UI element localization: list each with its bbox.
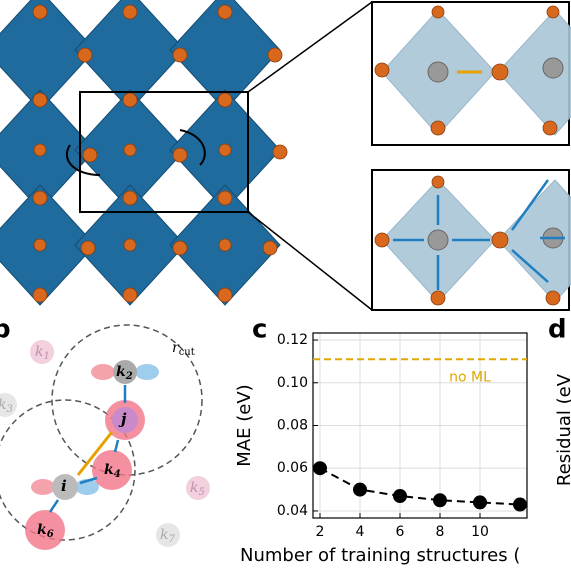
node-label: k7 xyxy=(160,527,175,545)
data-point xyxy=(513,497,527,512)
inset-bottom xyxy=(371,169,571,311)
panel-label: c xyxy=(252,315,267,345)
rcut-label: rcut xyxy=(172,340,195,358)
node-label: k1 xyxy=(35,344,50,362)
y-tick-label: 0.10 xyxy=(277,375,308,391)
node-label: j xyxy=(118,410,127,428)
x-tick-label: 4 xyxy=(356,524,365,540)
y-axis-label: MAE (eV) xyxy=(234,384,255,466)
x-tick-label: 8 xyxy=(436,524,445,540)
y-tick-label: 0.04 xyxy=(277,503,308,519)
y-tick-label: 0.12 xyxy=(277,332,308,348)
panel-label: d xyxy=(548,315,567,345)
node-label: k5 xyxy=(190,480,205,498)
plot-frame xyxy=(312,332,528,519)
data-point xyxy=(393,488,407,503)
y-tick-label: 0.06 xyxy=(277,460,308,476)
x-tick-label: 2 xyxy=(316,524,325,540)
node-label: k6 xyxy=(37,522,54,540)
inset-top xyxy=(371,1,571,146)
data-point xyxy=(353,482,367,497)
data-point xyxy=(473,495,487,510)
x-tick-label: 10 xyxy=(471,524,489,540)
node-label: k4 xyxy=(104,462,121,480)
axis-label: Residual (eV xyxy=(554,373,571,486)
panel-b-graph: k1 k2 j k3 k4 i k5 k6 k7 rcut xyxy=(0,324,210,550)
data-point xyxy=(433,493,447,508)
x-tick-label: 6 xyxy=(396,524,405,540)
series-line xyxy=(319,467,521,506)
x-axis-label: Number of training structures ( xyxy=(240,545,520,566)
panel-label: b xyxy=(0,315,11,345)
y-tick-label: 0.08 xyxy=(277,418,308,434)
node-label: k3 xyxy=(0,397,13,415)
node-label: i xyxy=(61,477,67,495)
reference-label: no ML xyxy=(449,369,491,385)
node-label: k2 xyxy=(116,364,133,382)
crystal-structure xyxy=(0,0,373,311)
chart: 0.04 0.06 0.08 0.10 0.12 2 4 6 8 10 no ML MAE (eV) N… xyxy=(234,332,528,566)
data-point xyxy=(313,461,327,476)
